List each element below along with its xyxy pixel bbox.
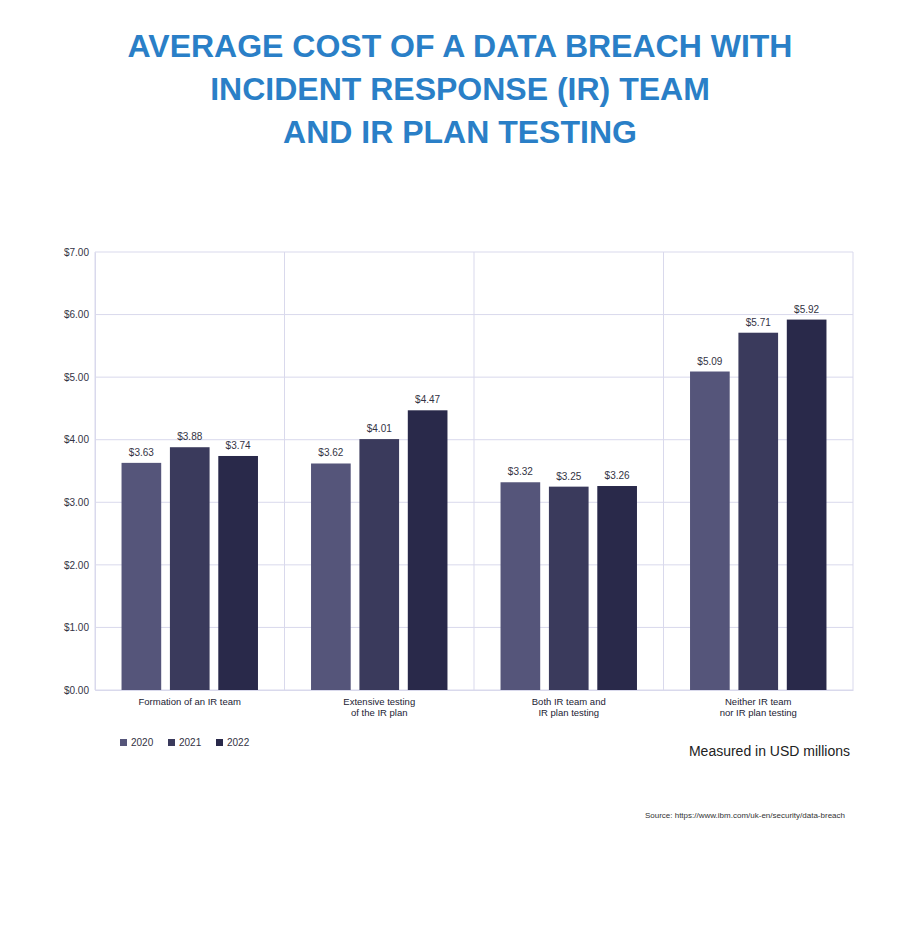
bar	[170, 447, 210, 690]
bar	[597, 486, 637, 690]
y-axis-line	[95, 253, 96, 691]
bar	[501, 482, 541, 690]
y-tick: $2.00	[64, 560, 95, 571]
data-labels: $3.63 $3.62 $3.32 $5.09 $3.88 $4.01 $3.25 $5.71…	[129, 304, 820, 482]
legend-swatch	[120, 739, 127, 746]
y-tick-label: $0.00	[64, 685, 89, 696]
x-tick-label: Neither IR teamnor IR plan testing	[720, 696, 797, 718]
y-tick-label: $3.00	[64, 497, 89, 508]
y-tick-label: $1.00	[64, 622, 89, 633]
bar	[787, 320, 827, 690]
data-label: $5.71	[746, 317, 771, 328]
title: AVERAGE COST OF A DATA BREACH WITH INCIDE…	[128, 28, 793, 150]
x-tick-label-line: of the IR plan	[351, 707, 408, 718]
y-tick: $3.00	[64, 497, 95, 508]
x-tick: Extensive testingof the IR plan	[343, 690, 415, 718]
title-line: AVERAGE COST OF A DATA BREACH WITH	[128, 28, 793, 64]
legend-label: 2022	[227, 737, 250, 748]
y-axis: $0.00 $1.00 $2.00 $3.00 $4.00 $5.00 $6.00 $7.00	[64, 247, 96, 696]
group-divider	[474, 252, 475, 690]
bars	[122, 320, 827, 690]
data-label: $3.25	[556, 471, 581, 482]
x-tick-label-line: Extensive testing	[343, 696, 415, 707]
x-tick-label-line: Neither IR team	[725, 696, 792, 707]
y-tick: $0.00	[64, 685, 95, 696]
data-label: $4.01	[367, 423, 392, 434]
bar	[690, 372, 730, 690]
bar	[549, 487, 589, 690]
legend-item: 2021	[168, 737, 202, 748]
title-line: AND IR PLAN TESTING	[283, 114, 637, 150]
x-tick-label-line: Both IR team and	[532, 696, 606, 707]
group-divider	[663, 252, 664, 690]
y-tick: $5.00	[64, 372, 95, 383]
y-tick: $6.00	[64, 309, 95, 320]
y-tick-label: $5.00	[64, 372, 89, 383]
y-tick: $7.00	[64, 247, 95, 258]
unit-note: Measured in USD millions	[689, 743, 850, 759]
bar	[122, 463, 162, 690]
data-label: $3.63	[129, 447, 154, 458]
chart-svg: AVERAGE COST OF A DATA BREACH WITH INCIDE…	[0, 0, 920, 942]
y-tick-label: $2.00	[64, 560, 89, 571]
legend-swatch	[168, 739, 175, 746]
legend-swatch	[216, 739, 223, 746]
source-note: Source: https://www.ibm.com/uk-en/securi…	[645, 811, 845, 820]
bar	[738, 333, 778, 690]
bar	[408, 410, 448, 690]
x-tick: Formation of an IR team	[139, 690, 242, 707]
x-tick: Both IR team andIR plan testing	[532, 690, 606, 718]
x-tick-label: Both IR team andIR plan testing	[532, 696, 606, 718]
data-label: $3.88	[177, 431, 202, 442]
group-divider	[95, 252, 96, 690]
bar	[311, 463, 351, 690]
legend-item: 2022	[216, 737, 250, 748]
data-label: $3.26	[605, 470, 630, 481]
y-tick-label: $4.00	[64, 434, 89, 445]
x-axis-line	[96, 690, 854, 691]
x-tick: Neither IR teamnor IR plan testing	[720, 690, 797, 718]
title-line: INCIDENT RESPONSE (IR) TEAM	[210, 71, 710, 107]
x-tick-label-line: nor IR plan testing	[720, 707, 797, 718]
legend-label: 2021	[179, 737, 202, 748]
data-label: $3.74	[226, 440, 251, 451]
group-divider	[284, 252, 285, 690]
chart-container: AVERAGE COST OF A DATA BREACH WITH INCIDE…	[0, 0, 920, 942]
data-label: $3.32	[508, 466, 533, 477]
x-tick-label: Formation of an IR team	[139, 696, 242, 707]
data-label: $4.47	[415, 394, 440, 405]
legend-item: 2020	[120, 737, 154, 748]
legend: 2020 2021 2022	[120, 737, 250, 748]
y-tick-label: $6.00	[64, 309, 89, 320]
y-tick-label: $7.00	[64, 247, 89, 258]
legend-label: 2020	[131, 737, 154, 748]
data-label: $5.92	[794, 304, 819, 315]
bar	[218, 456, 258, 690]
group-divider	[853, 252, 854, 690]
x-tick-label-line: Formation of an IR team	[139, 696, 242, 707]
x-tick-label: Extensive testingof the IR plan	[343, 696, 415, 718]
x-axis: Formation of an IR team Extensive testing…	[96, 690, 854, 718]
x-tick-label-line: IR plan testing	[538, 707, 599, 718]
bar	[359, 439, 399, 690]
y-tick: $4.00	[64, 434, 95, 445]
data-label: $5.09	[697, 356, 722, 367]
grid	[95, 252, 853, 690]
data-label: $3.62	[318, 447, 343, 458]
y-tick: $1.00	[64, 622, 95, 633]
